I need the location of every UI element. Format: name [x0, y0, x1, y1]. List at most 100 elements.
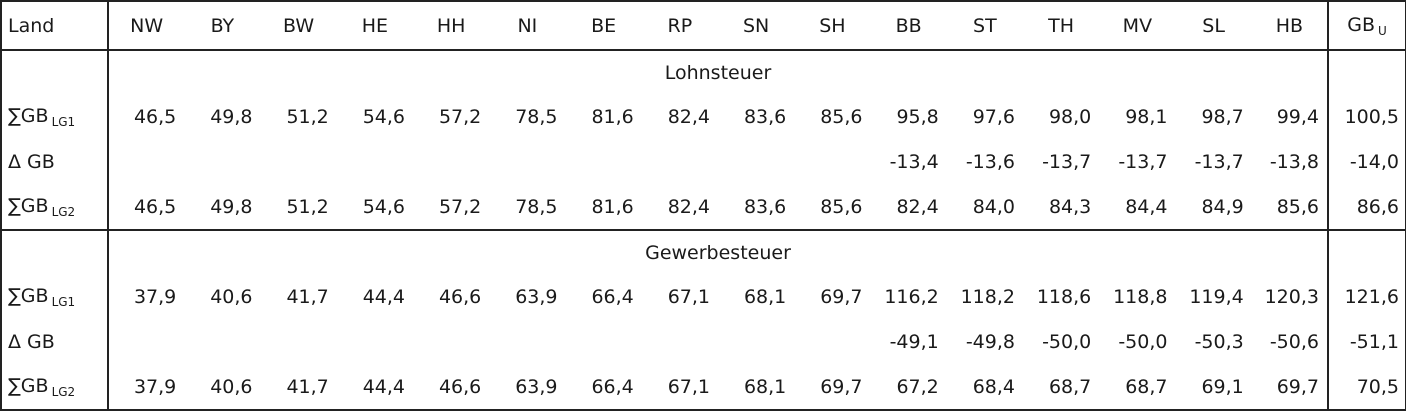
- subscript: LG1: [51, 114, 76, 129]
- text: 68,7: [1048, 375, 1092, 398]
- text: 121,6: [1344, 285, 1399, 308]
- text: 98,7: [1201, 105, 1244, 128]
- value-cell: 66,4: [566, 364, 642, 410]
- text: 57,2: [438, 105, 482, 128]
- text: 41,7: [286, 285, 329, 308]
- section-title-row: Gewerbesteuer: [1, 230, 1406, 274]
- text: ST: [973, 14, 997, 37]
- value-cell: 83,6: [718, 94, 794, 139]
- value-cell: 51,2: [261, 94, 337, 139]
- value-cell: 51,2: [260, 184, 337, 231]
- value-cell: 98,1: [1099, 94, 1175, 139]
- value-cell: -50,0: [1099, 319, 1175, 364]
- value-cell: 81,6: [565, 184, 642, 231]
- section-title: Lohnsteuer: [108, 50, 1328, 94]
- data-row: ∑GB LG2 37,9 40,6 41,7 44,4 46,6 63,9 66,4 67,1 68…: [1, 364, 1406, 410]
- header-cell: GB U: [1327, 1, 1406, 51]
- value-cell: 46,5: [108, 184, 185, 231]
- value-cell: [718, 319, 794, 364]
- text: MV: [1122, 14, 1153, 37]
- value-cell: 67,2: [871, 364, 947, 410]
- value-cell: 85,6: [794, 94, 870, 139]
- total-cell: 100,5: [1327, 94, 1406, 139]
- value-cell: -49,1: [871, 319, 947, 364]
- value-cell: [489, 139, 565, 184]
- value-cell: 57,2: [413, 94, 489, 139]
- value-cell: [261, 319, 337, 364]
- header-cell: HE: [336, 1, 413, 51]
- text: 68,7: [1125, 375, 1168, 398]
- header-cell: NW: [108, 1, 185, 51]
- value-cell: 46,6: [413, 364, 489, 410]
- text: 51,2: [286, 105, 329, 128]
- value-cell: 68,1: [718, 364, 794, 410]
- row-label: Δ GB: [1, 139, 109, 184]
- text: 120,3: [1264, 285, 1319, 308]
- text: 40,6: [210, 375, 253, 398]
- header-cell: RP: [641, 1, 718, 51]
- subscript: LG2: [51, 384, 76, 399]
- text: 100,5: [1344, 105, 1399, 128]
- value-cell: [413, 139, 489, 184]
- value-cell: 49,8: [184, 94, 260, 139]
- value-cell: 98,7: [1176, 94, 1252, 139]
- text: 85,6: [820, 195, 863, 218]
- total-cell: 121,6: [1327, 274, 1406, 319]
- value-cell: 46,5: [108, 94, 184, 139]
- text: BW: [283, 14, 315, 37]
- text: 46,6: [438, 375, 482, 398]
- value-cell: 41,7: [261, 274, 337, 319]
- header-cell: Land: [1, 1, 109, 51]
- header-row: Land NW BY BW HE HH NI BE RP SN SH BB ST TH MV SL HB GB U: [1, 1, 1406, 51]
- text: 67,2: [896, 375, 939, 398]
- text: ∑GB: [8, 104, 49, 127]
- value-cell: 85,6: [1251, 184, 1328, 231]
- text: 68,4: [972, 375, 1015, 398]
- text: Land: [8, 14, 55, 37]
- text: 119,4: [1189, 285, 1244, 308]
- text: NI: [517, 14, 538, 37]
- text: 46,5: [133, 195, 177, 218]
- value-cell: [337, 319, 413, 364]
- value-cell: [794, 319, 870, 364]
- value-cell: 78,5: [489, 184, 566, 231]
- value-cell: 68,7: [1023, 364, 1099, 410]
- text: 69,7: [820, 285, 863, 308]
- value-cell: 78,5: [489, 94, 565, 139]
- text: 82,4: [667, 195, 710, 218]
- text: 85,6: [1276, 195, 1319, 218]
- data-row: ∑GB LG1 37,9 40,6 41,7 44,4 46,6 63,9 66,4 67,1 68…: [1, 274, 1406, 319]
- text: -13,4: [889, 150, 939, 173]
- value-cell: [718, 139, 794, 184]
- text: Δ GB: [8, 150, 55, 173]
- value-cell: -13,8: [1252, 139, 1328, 184]
- value-cell: 44,4: [337, 274, 413, 319]
- text: Δ GB: [8, 330, 55, 353]
- value-cell: 66,4: [566, 274, 642, 319]
- value-cell: 69,7: [794, 364, 870, 410]
- text: 54,6: [362, 105, 405, 128]
- header-cell: MV: [1099, 1, 1176, 51]
- header-cell: BE: [565, 1, 642, 51]
- value-cell: 68,7: [1099, 364, 1175, 410]
- text: 51,2: [286, 195, 329, 218]
- value-cell: -13,7: [1099, 139, 1175, 184]
- value-cell: 99,4: [1252, 94, 1328, 139]
- value-cell: -50,0: [1023, 319, 1099, 364]
- row-label: ∑GB LG2: [1, 184, 109, 231]
- value-cell: 84,3: [1023, 184, 1100, 231]
- text: 70,5: [1356, 375, 1399, 398]
- text: BE: [591, 14, 617, 37]
- text: 67,1: [667, 285, 710, 308]
- text: 97,6: [972, 105, 1015, 128]
- text: GB: [1347, 13, 1375, 36]
- value-cell: 63,9: [489, 364, 565, 410]
- value-cell: 44,4: [337, 364, 413, 410]
- text: 83,6: [743, 105, 787, 128]
- value-cell: 69,7: [1252, 364, 1328, 410]
- value-cell: 120,3: [1252, 274, 1328, 319]
- text: 84,9: [1201, 195, 1244, 218]
- header-cell: SH: [794, 1, 871, 51]
